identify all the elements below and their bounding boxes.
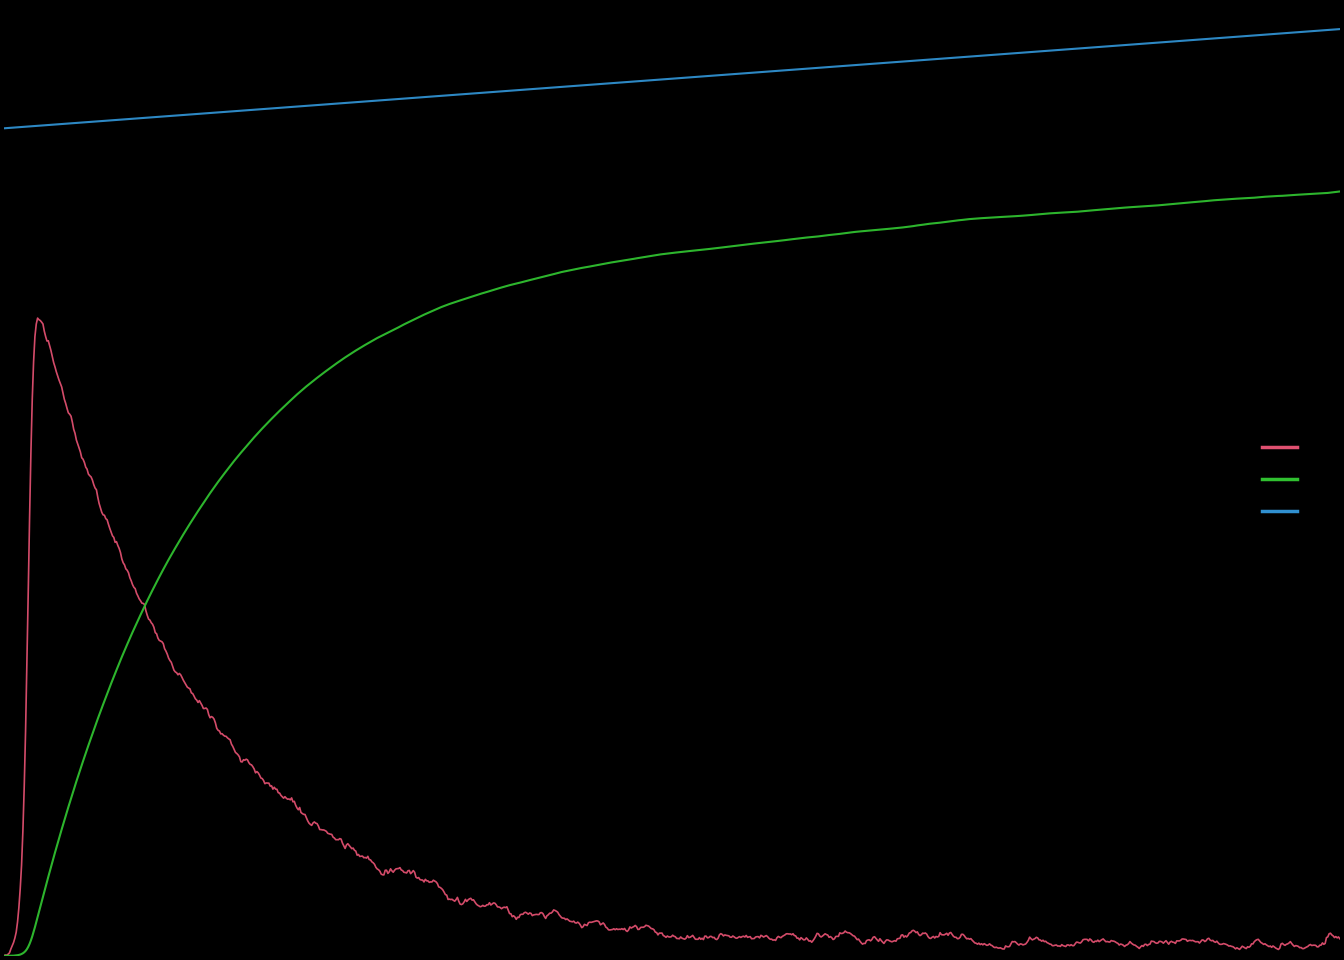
Legend: , , : , , [1236, 416, 1333, 544]
